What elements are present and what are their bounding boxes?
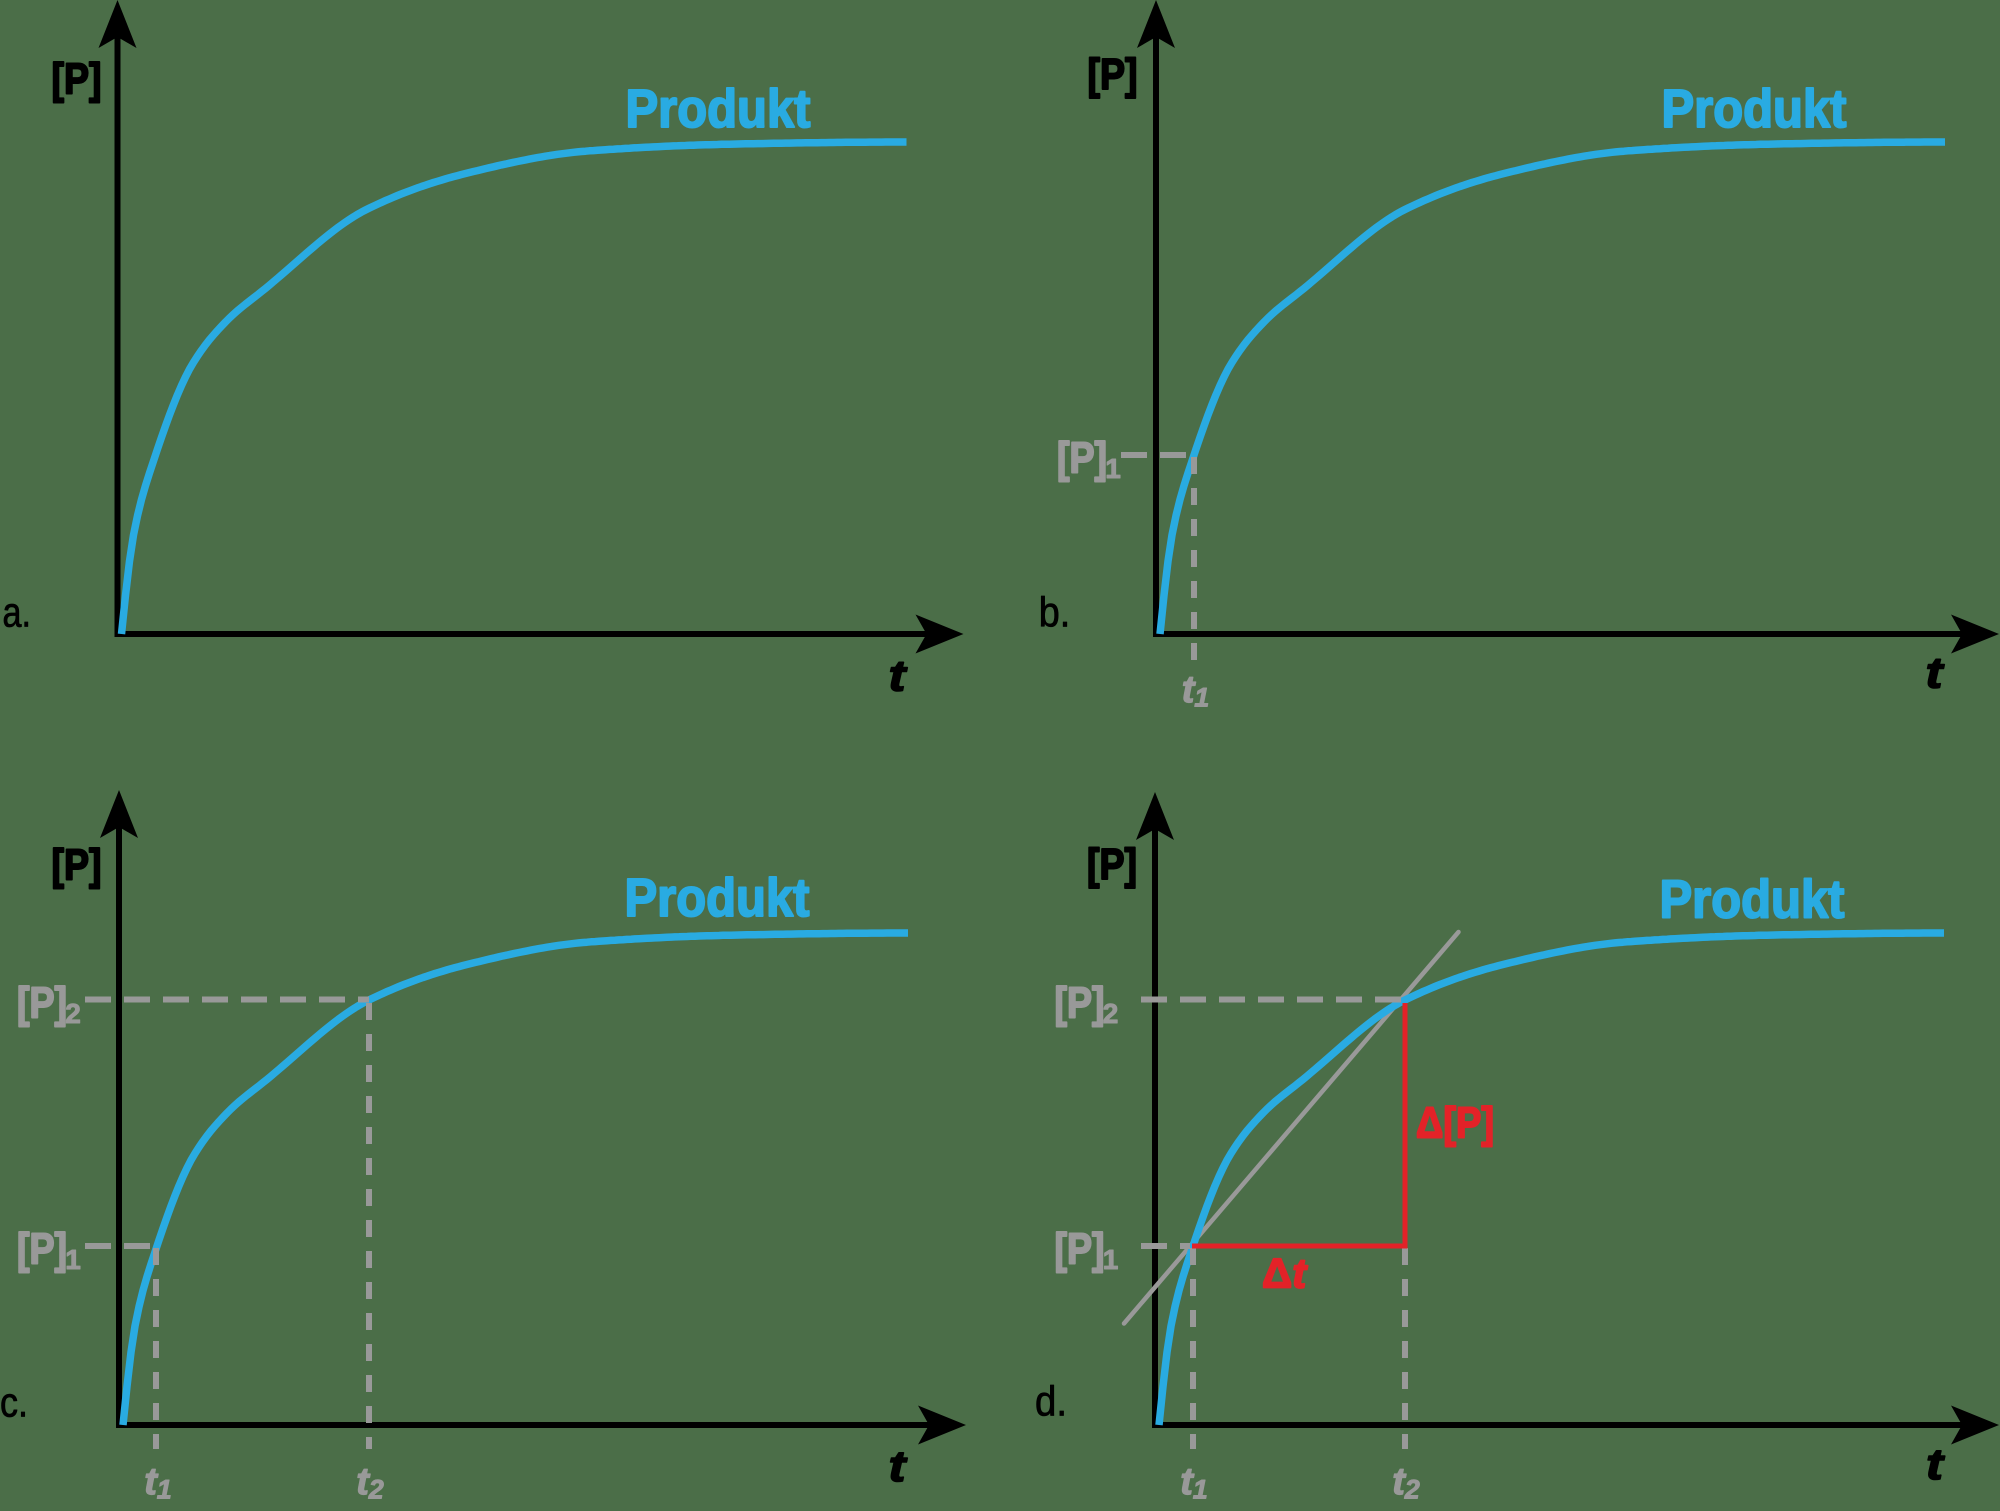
svg-text:2: 2 [65, 998, 81, 1029]
svg-text:t: t [889, 1442, 909, 1491]
svg-text:t: t [1392, 1461, 1406, 1503]
svg-text:Δt: Δt [1262, 1249, 1308, 1296]
svg-text:1: 1 [1103, 1244, 1119, 1275]
svg-text:2: 2 [368, 1475, 384, 1505]
svg-text:2: 2 [1404, 1475, 1420, 1505]
svg-text:1: 1 [1193, 1475, 1208, 1505]
svg-text:[P]: [P] [17, 979, 67, 1028]
svg-text:Produkt: Produkt [626, 79, 811, 139]
svg-text:[P]: [P] [1057, 434, 1107, 483]
svg-text:Δ[P]: Δ[P] [1416, 1099, 1494, 1148]
svg-text:Produkt: Produkt [1662, 79, 1847, 139]
svg-text:a.: a. [3, 589, 32, 636]
svg-text:b.: b. [1039, 588, 1071, 635]
svg-text:Produkt: Produkt [625, 868, 810, 928]
svg-text:t: t [1182, 669, 1196, 711]
svg-text:d.: d. [1035, 1378, 1067, 1425]
svg-text:t: t [356, 1461, 370, 1503]
svg-text:[P]: [P] [1087, 840, 1137, 889]
svg-text:2: 2 [1103, 998, 1119, 1029]
svg-text:t: t [1180, 1461, 1194, 1503]
svg-text:[P]: [P] [52, 55, 102, 104]
svg-text:1: 1 [157, 1475, 172, 1505]
svg-text:t: t [1926, 1440, 1946, 1489]
svg-text:t: t [889, 652, 909, 701]
svg-text:1: 1 [1194, 683, 1209, 713]
svg-text:c.: c. [0, 1379, 28, 1426]
svg-text:[P]: [P] [1055, 979, 1105, 1028]
svg-text:[P]: [P] [1055, 1225, 1105, 1274]
svg-text:1: 1 [1105, 453, 1121, 484]
svg-text:t: t [144, 1461, 158, 1503]
svg-text:1: 1 [65, 1244, 81, 1275]
svg-text:[P]: [P] [52, 841, 102, 890]
svg-text:[P]: [P] [17, 1225, 67, 1274]
svg-text:Produkt: Produkt [1660, 870, 1845, 930]
svg-text:t: t [1926, 649, 1946, 698]
svg-text:[P]: [P] [1088, 50, 1138, 99]
